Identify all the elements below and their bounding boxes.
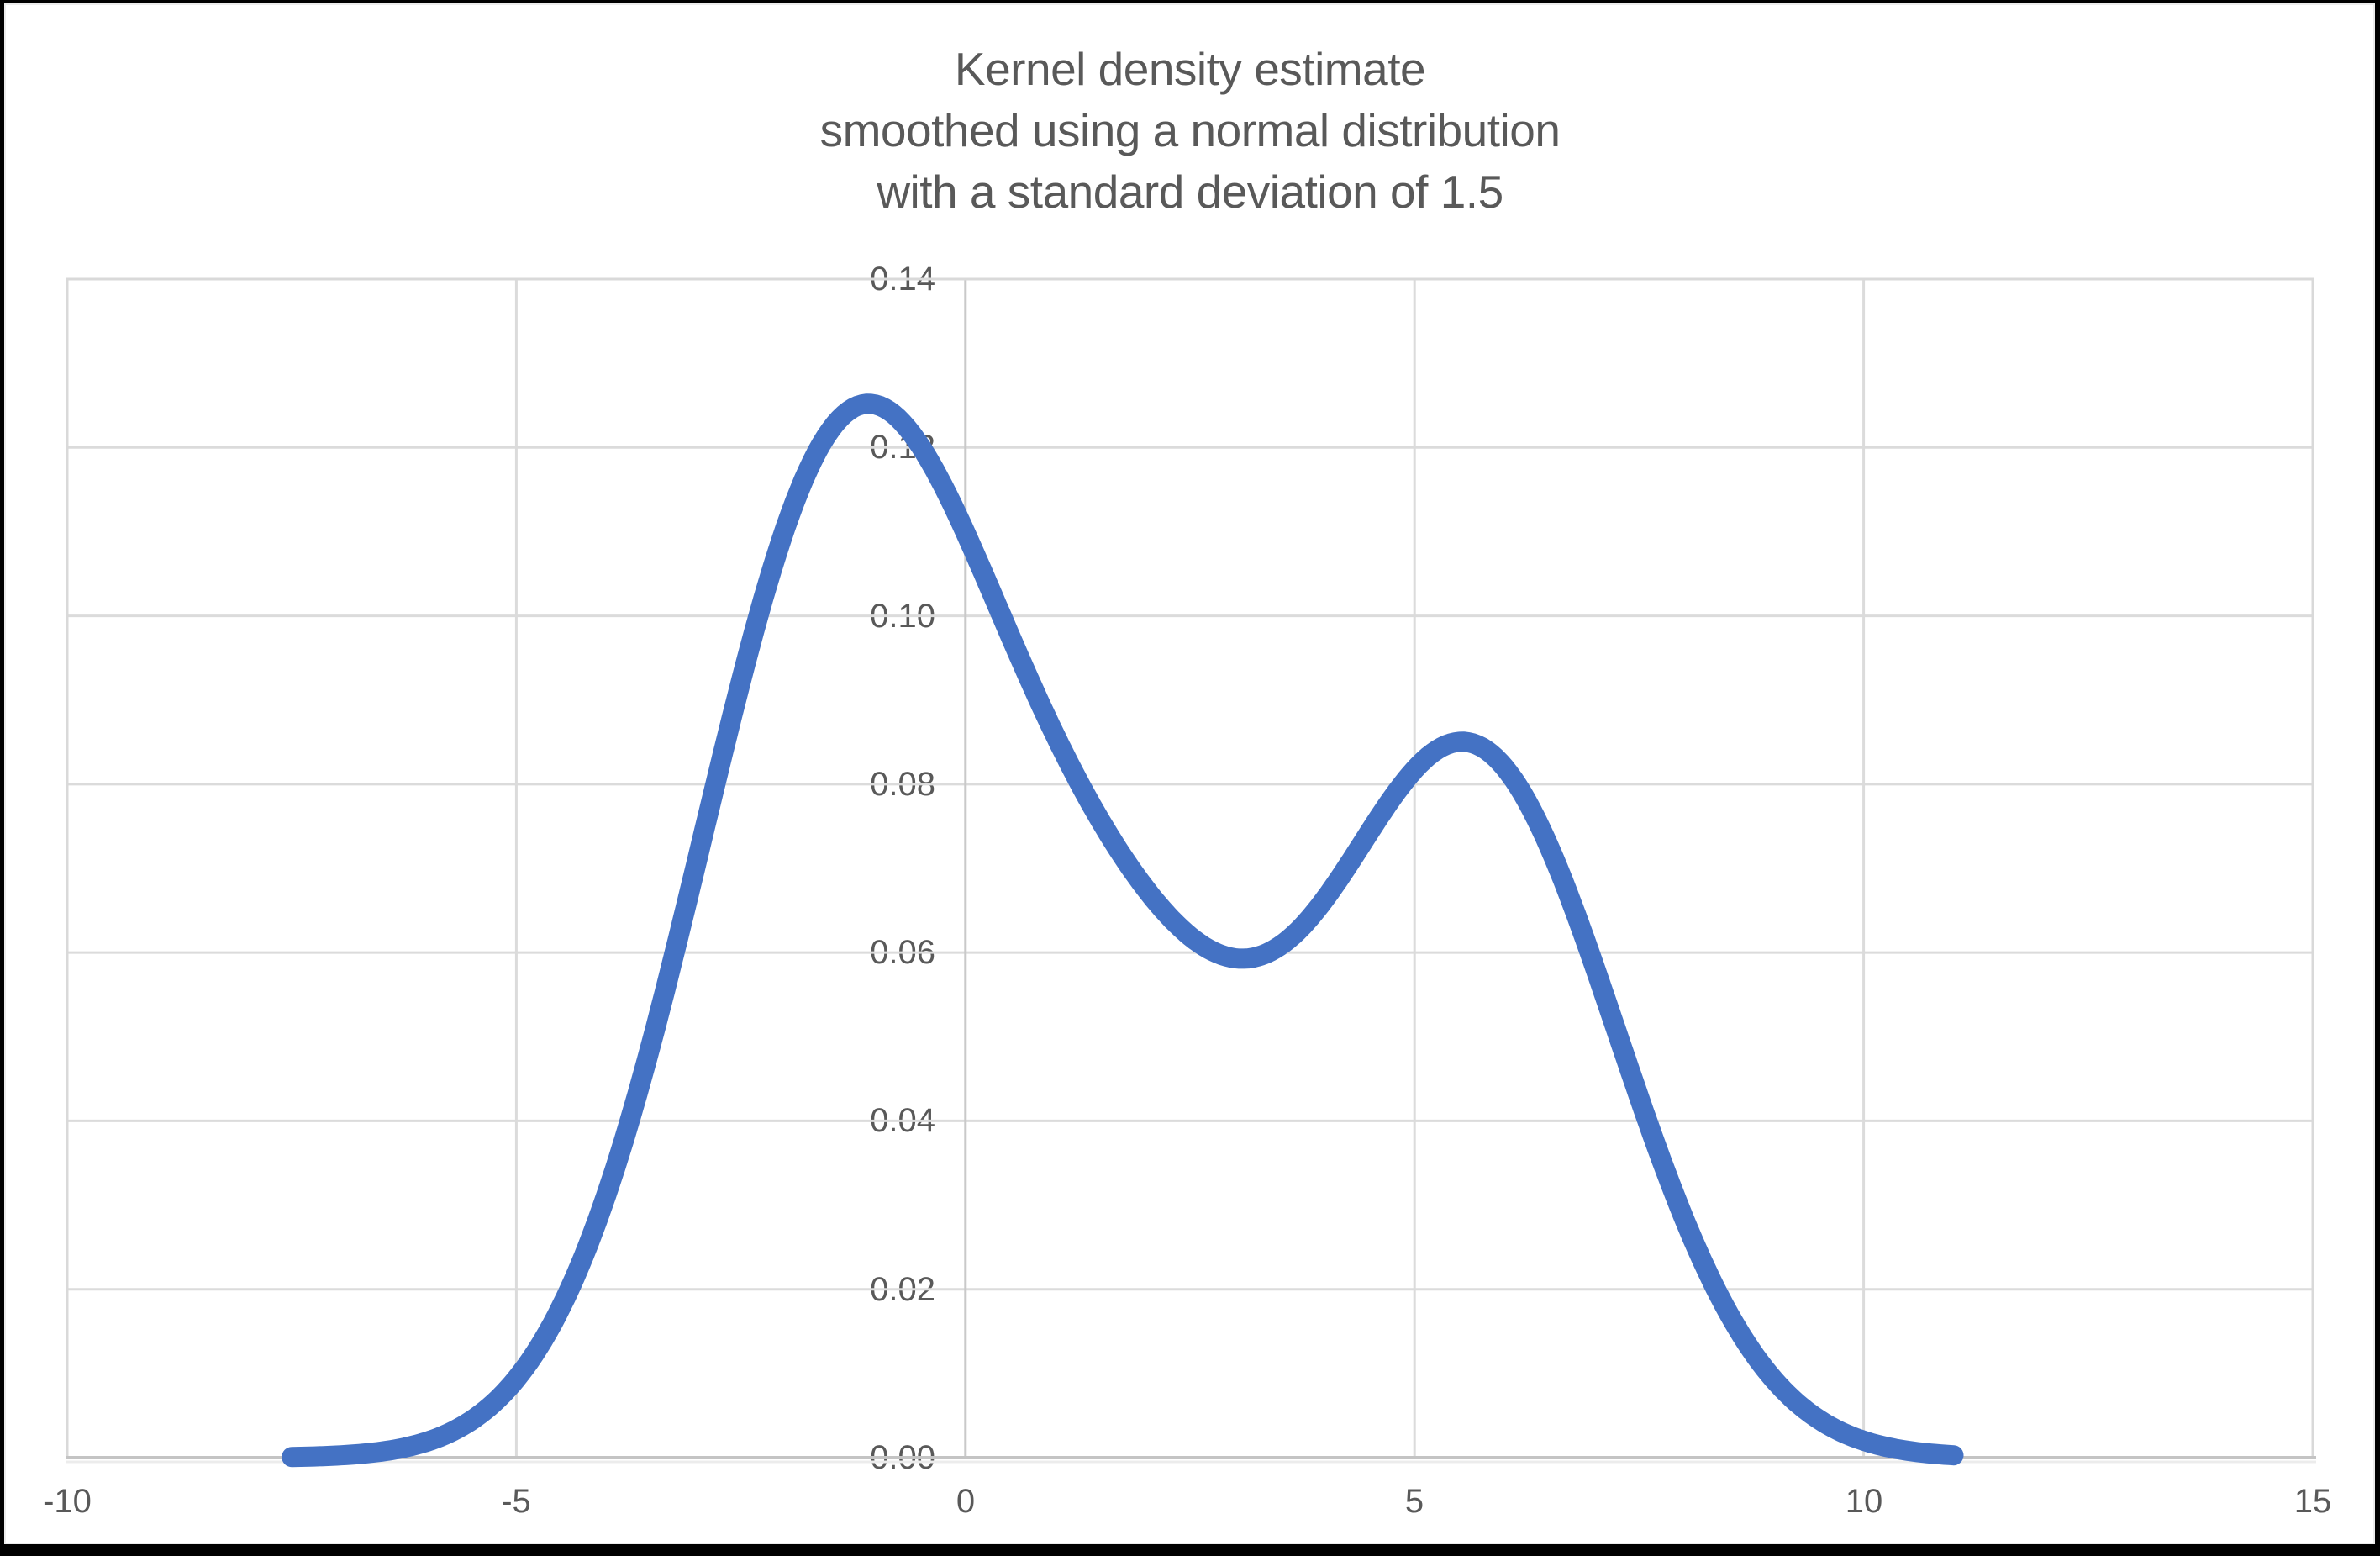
x-axis-tick-label: 15	[2293, 1483, 2332, 1520]
x-axis-tick-label: 10	[1845, 1483, 1883, 1520]
chart-title: Kernel density estimate smoothed using a…	[0, 39, 2380, 223]
chart-title-line-2: smoothed using a normal distribution	[819, 104, 1561, 156]
x-axis-tick-label: -10	[43, 1483, 92, 1520]
chart-title-line-3: with a standard deviation of 1.5	[877, 166, 1503, 218]
x-axis-tick-label: 0	[956, 1483, 976, 1520]
plot-border	[66, 277, 2314, 1459]
kde-curve	[282, 393, 1964, 1468]
x-axis-tick-label: -5	[501, 1483, 531, 1520]
chart-title-line-1: Kernel density estimate	[954, 43, 1426, 95]
x-axis-tick-label: 5	[1404, 1483, 1424, 1520]
